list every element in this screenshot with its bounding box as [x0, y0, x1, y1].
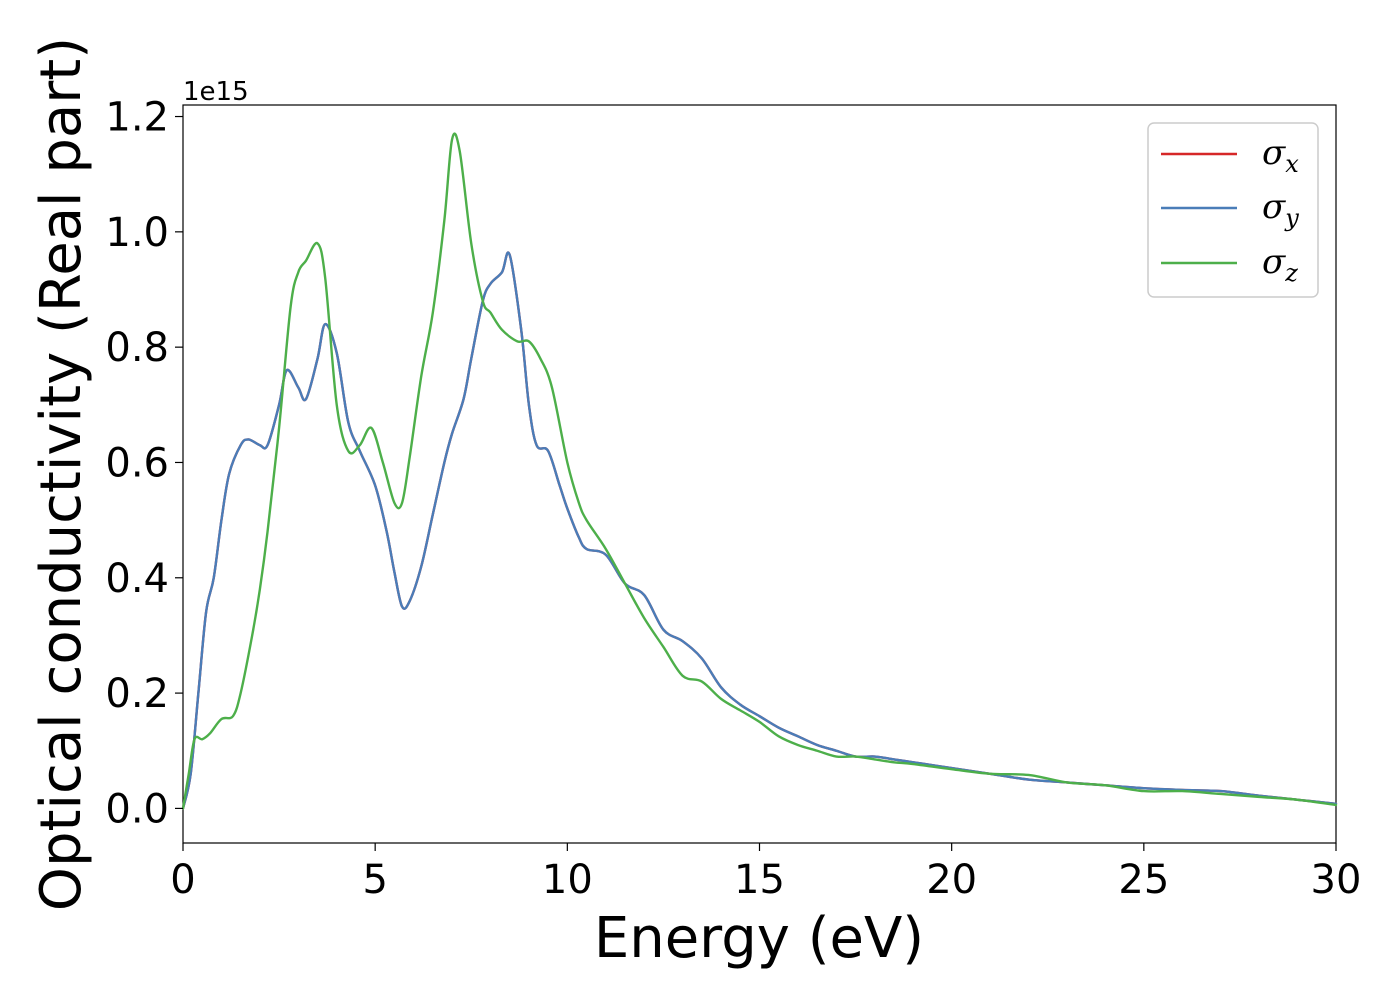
- x-tick-label: 15: [734, 857, 785, 903]
- y-tick-label: 0.2: [105, 671, 169, 717]
- x-tick-label: 30: [1311, 857, 1362, 903]
- y-tick-label: 1.2: [105, 95, 169, 141]
- x-axis-label: Energy (eV): [594, 906, 924, 971]
- y-tick-label: 0.8: [105, 325, 169, 371]
- legend-label-z: σz: [1262, 242, 1298, 287]
- legend-entries: σx σy σz: [1161, 133, 1299, 287]
- series-layer: [181, 132, 1338, 810]
- y-tick-label: 1.0: [105, 210, 169, 256]
- legend-box: [1147, 122, 1319, 298]
- series-line-x: [181, 251, 1338, 810]
- legend-label-y: σy: [1262, 187, 1299, 232]
- legend-label-x: σx: [1262, 133, 1299, 178]
- x-tick-label: 0: [170, 857, 195, 903]
- legend: σx σy σz: [1147, 122, 1319, 298]
- series-line-z: [181, 132, 1338, 810]
- y-axis-label: Optical conductivity (Real part): [29, 37, 94, 911]
- x-axis-ticks: 0 5 10 15 20 25 30: [170, 843, 1361, 903]
- y-offset-label: 1e15: [183, 77, 249, 107]
- x-tick-label: 20: [926, 857, 977, 903]
- series-line-y: [181, 251, 1338, 810]
- y-tick-label: 0.4: [105, 556, 169, 602]
- x-tick-label: 5: [362, 857, 387, 903]
- x-tick-label: 25: [1118, 857, 1169, 903]
- y-tick-label: 0.0: [105, 786, 169, 832]
- x-tick-label: 10: [542, 857, 593, 903]
- y-tick-label: 0.6: [105, 440, 169, 486]
- y-axis-ticks: 0.0 0.2 0.4 0.6 0.8 1.0 1.2: [105, 95, 183, 832]
